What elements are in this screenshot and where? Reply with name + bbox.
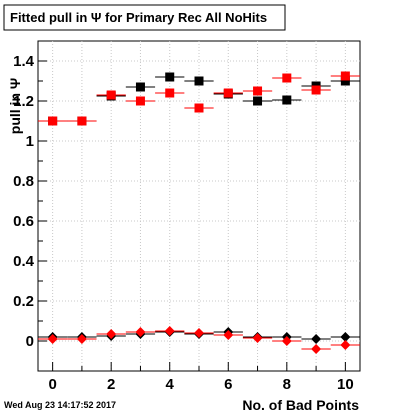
data-point-diamond — [194, 328, 204, 338]
title-box — [3, 4, 286, 31]
data-point-diamond — [340, 332, 351, 342]
data-point-diamond — [164, 326, 175, 336]
y-tick-label: 0.4 — [13, 253, 35, 270]
x-axis-label: No. of Bad Points — [242, 397, 359, 413]
y-tick-label: 0.8 — [13, 173, 34, 190]
x-tick-label: 6 — [224, 376, 232, 393]
y-tick-labels: 0 0.2 0.4 0.6 0.8 1 1.2 1.4 — [13, 53, 35, 350]
x-tick-label: 2 — [107, 376, 115, 393]
y-tick-label: 1.2 — [13, 93, 34, 110]
data-point-square — [253, 96, 263, 106]
timestamp: Wed Aug 23 14:17:52 2017 — [4, 400, 116, 410]
data-point-square — [282, 95, 292, 105]
data-point-diamond — [311, 334, 322, 344]
x-tick-label: 0 — [48, 376, 56, 393]
chart-title: Fitted pull in Ψ for Primary Rec All NoH… — [10, 10, 267, 25]
data-point-square — [135, 82, 145, 92]
data-point-square — [340, 76, 350, 86]
data-point-diamond — [281, 336, 292, 346]
axis-ticks — [38, 60, 346, 371]
data-point-square — [311, 85, 321, 95]
data-point-square — [223, 88, 233, 98]
data-point-diamond — [76, 334, 87, 344]
data-point-square — [340, 71, 350, 81]
data-point-square — [77, 116, 87, 126]
data-point-square — [106, 90, 116, 100]
data-point-square — [165, 72, 175, 82]
data-point-square — [253, 86, 263, 96]
data-point-square — [194, 103, 204, 113]
data-point-square — [135, 96, 145, 106]
data-point-diamond — [106, 329, 117, 339]
x-tick-label: 8 — [283, 376, 291, 393]
data-points — [38, 71, 360, 354]
y-tick-label: 1 — [26, 133, 34, 150]
data-point-diamond — [223, 330, 234, 340]
data-point-diamond — [311, 344, 322, 354]
data-point-diamond — [340, 340, 351, 350]
x-tick-label: 4 — [166, 376, 175, 393]
data-point-square — [48, 116, 58, 126]
x-tick-labels: 0 2 4 6 8 10 — [48, 376, 353, 393]
y-axis-label: pull in Ψ — [7, 78, 23, 134]
data-point-diamond — [252, 333, 263, 343]
data-point-diamond — [47, 334, 58, 344]
data-point-square — [282, 73, 292, 83]
data-point-square — [165, 88, 175, 98]
y-tick-label: 0.2 — [13, 293, 34, 310]
data-point-diamond — [135, 327, 146, 337]
y-tick-label: 1.4 — [13, 53, 35, 70]
x-tick-label: 10 — [337, 376, 354, 393]
y-tick-label: 0.6 — [13, 213, 34, 230]
y-tick-label: 0 — [26, 333, 34, 350]
data-point-square — [194, 76, 204, 86]
